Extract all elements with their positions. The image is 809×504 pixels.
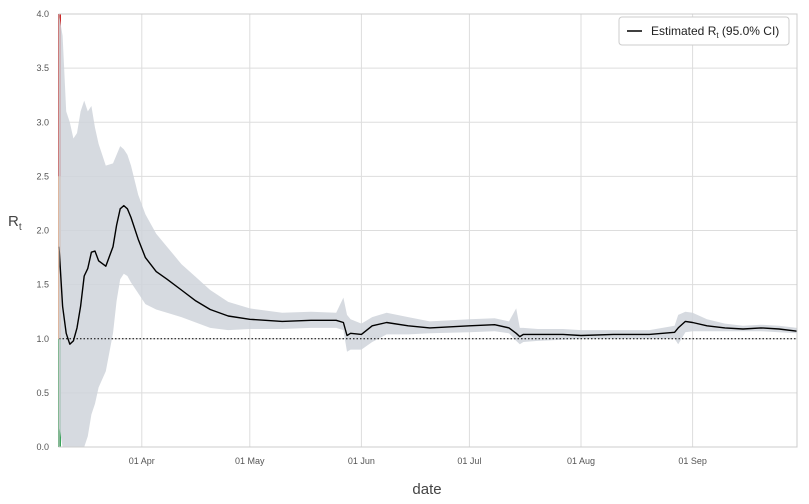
y-tick-label-1: 0.5 (36, 388, 49, 398)
legend-entry-prefix: Estimated R (651, 24, 717, 38)
y-tick-label-0: 0.0 (36, 442, 49, 452)
y-tick-label-3: 1.5 (36, 280, 49, 290)
y-axis-label-main: R (8, 213, 19, 230)
x-tick-label-0: 01 Apr (129, 456, 155, 466)
y-axis-ticks: 0.0 0.5 1.0 1.5 2.0 2.5 3.0 3.5 4.0 (36, 9, 49, 452)
x-axis-ticks: 01 Apr 01 May 01 Jun 01 Jul 01 Aug 01 Sep (129, 456, 707, 466)
plot-frame (58, 13, 798, 448)
legend-box (618, 16, 790, 46)
y-tick-label-4: 2.0 (36, 226, 49, 236)
x-tick-label-3: 01 Jul (457, 456, 481, 466)
y-tick-label-8: 4.0 (36, 9, 49, 19)
y-tick-label-6: 3.0 (36, 117, 49, 127)
y-tick-label-2: 1.0 (36, 334, 49, 344)
x-tick-label-1: 01 May (235, 456, 265, 466)
legend: Estimated Rt (95.0% CI) (618, 16, 790, 46)
x-tick-label-4: 01 Aug (567, 456, 595, 466)
y-axis-label: Rt (8, 213, 22, 233)
legend-entry-suffix: (95.0% CI) (719, 24, 780, 38)
x-axis-label: date (412, 481, 441, 498)
y-axis-label-subscript: t (19, 222, 22, 233)
legend-entry-label: Estimated Rt (95.0% CI) (651, 24, 779, 40)
legend-entry-subscript: t (716, 31, 719, 40)
x-tick-label-2: 01 Jun (348, 456, 375, 466)
x-tick-label-5: 01 Sep (678, 456, 707, 466)
grid-lines (59, 13, 797, 448)
y-tick-label-5: 2.5 (36, 171, 49, 181)
estimated-rt-line (58, 204, 798, 345)
y-tick-label-7: 3.5 (36, 63, 49, 73)
